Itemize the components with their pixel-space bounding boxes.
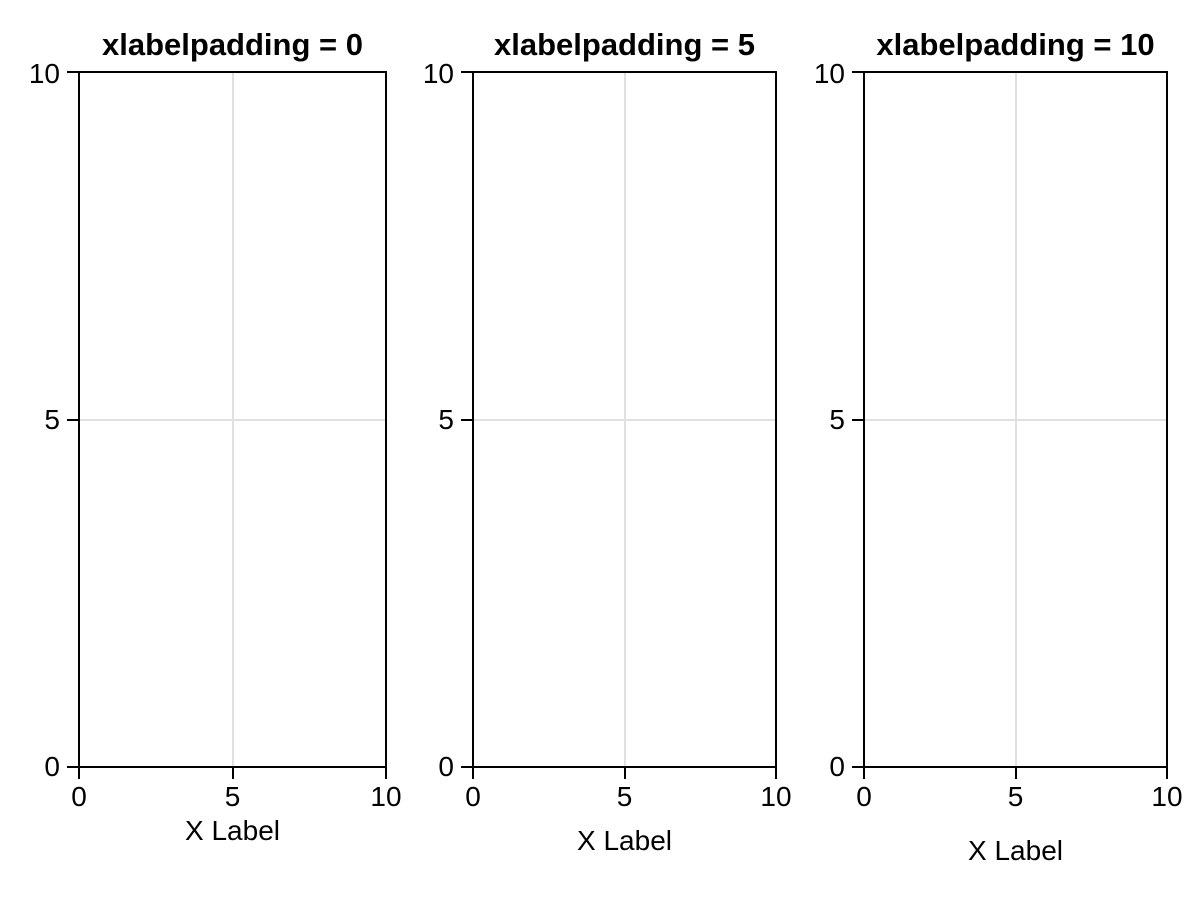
y-tick-label: 10 (28, 58, 60, 89)
x-tick-label: 5 (224, 781, 241, 812)
y-tick-mark (852, 766, 865, 768)
plot-area: xlabelpadding = 10 10 5 0 0 5 10 X Label (814, 28, 1183, 866)
subplot-title: xlabelpadding = 0 (102, 27, 363, 62)
gridline-horizontal-y5 (474, 418, 775, 421)
x-tick-label: 10 (370, 781, 402, 812)
y-tick-mark (67, 766, 80, 768)
x-tick-mark (863, 766, 865, 779)
y-tick-mark (67, 418, 80, 421)
subplot-xlabelpadding-0: xlabelpadding = 0 10 5 0 0 5 10 X Label (29, 28, 402, 846)
subplot-xlabelpadding-10: xlabelpadding = 10 10 5 0 0 5 10 X Label (814, 28, 1183, 866)
y-tick-label: 10 (813, 58, 845, 89)
x-tick-label: 0 (71, 781, 87, 812)
x-tick-label: 5 (616, 781, 633, 812)
subplot-title: xlabelpadding = 10 (876, 27, 1155, 62)
gridline-horizontal-y5 (865, 418, 1166, 421)
subplot-title: xlabelpadding = 5 (494, 27, 755, 62)
y-tick-label: 10 (422, 58, 454, 89)
plot-area: xlabelpadding = 5 10 5 0 0 5 10 X Label (423, 28, 792, 856)
y-tick-label: 0 (44, 751, 60, 782)
y-tick-mark (852, 418, 865, 421)
y-tick-mark (461, 71, 474, 73)
y-tick-mark (67, 71, 80, 73)
x-axis-label: X Label (185, 815, 280, 846)
x-tick-label: 10 (760, 781, 792, 812)
x-tick-mark (1166, 766, 1168, 779)
y-tick-label: 0 (438, 751, 454, 782)
x-tick-mark (775, 766, 777, 779)
x-tick-label: 10 (1151, 781, 1183, 812)
x-tick-mark (78, 766, 80, 779)
y-tick-label: 0 (829, 751, 845, 782)
x-tick-label: 5 (1007, 781, 1024, 812)
x-tick-mark (385, 766, 387, 779)
y-tick-mark (461, 418, 474, 421)
y-tick-label: 5 (44, 403, 60, 435)
y-tick-label: 5 (438, 403, 454, 435)
x-axis-label: X Label (577, 825, 672, 856)
x-axis-label: X Label (968, 835, 1063, 866)
x-tick-mark (1014, 766, 1017, 779)
plot-area: xlabelpadding = 0 10 5 0 0 5 10 X Label (29, 28, 402, 846)
x-tick-mark (231, 766, 234, 779)
x-tick-label: 0 (465, 781, 481, 812)
x-tick-mark (623, 766, 626, 779)
y-tick-mark (461, 766, 474, 768)
x-tick-mark (472, 766, 474, 779)
y-tick-mark (852, 71, 865, 73)
y-tick-label: 5 (829, 403, 845, 435)
gridline-horizontal-y5 (80, 418, 385, 421)
subplot-xlabelpadding-5: xlabelpadding = 5 10 5 0 0 5 10 X Label (423, 28, 792, 856)
x-tick-label: 0 (856, 781, 872, 812)
